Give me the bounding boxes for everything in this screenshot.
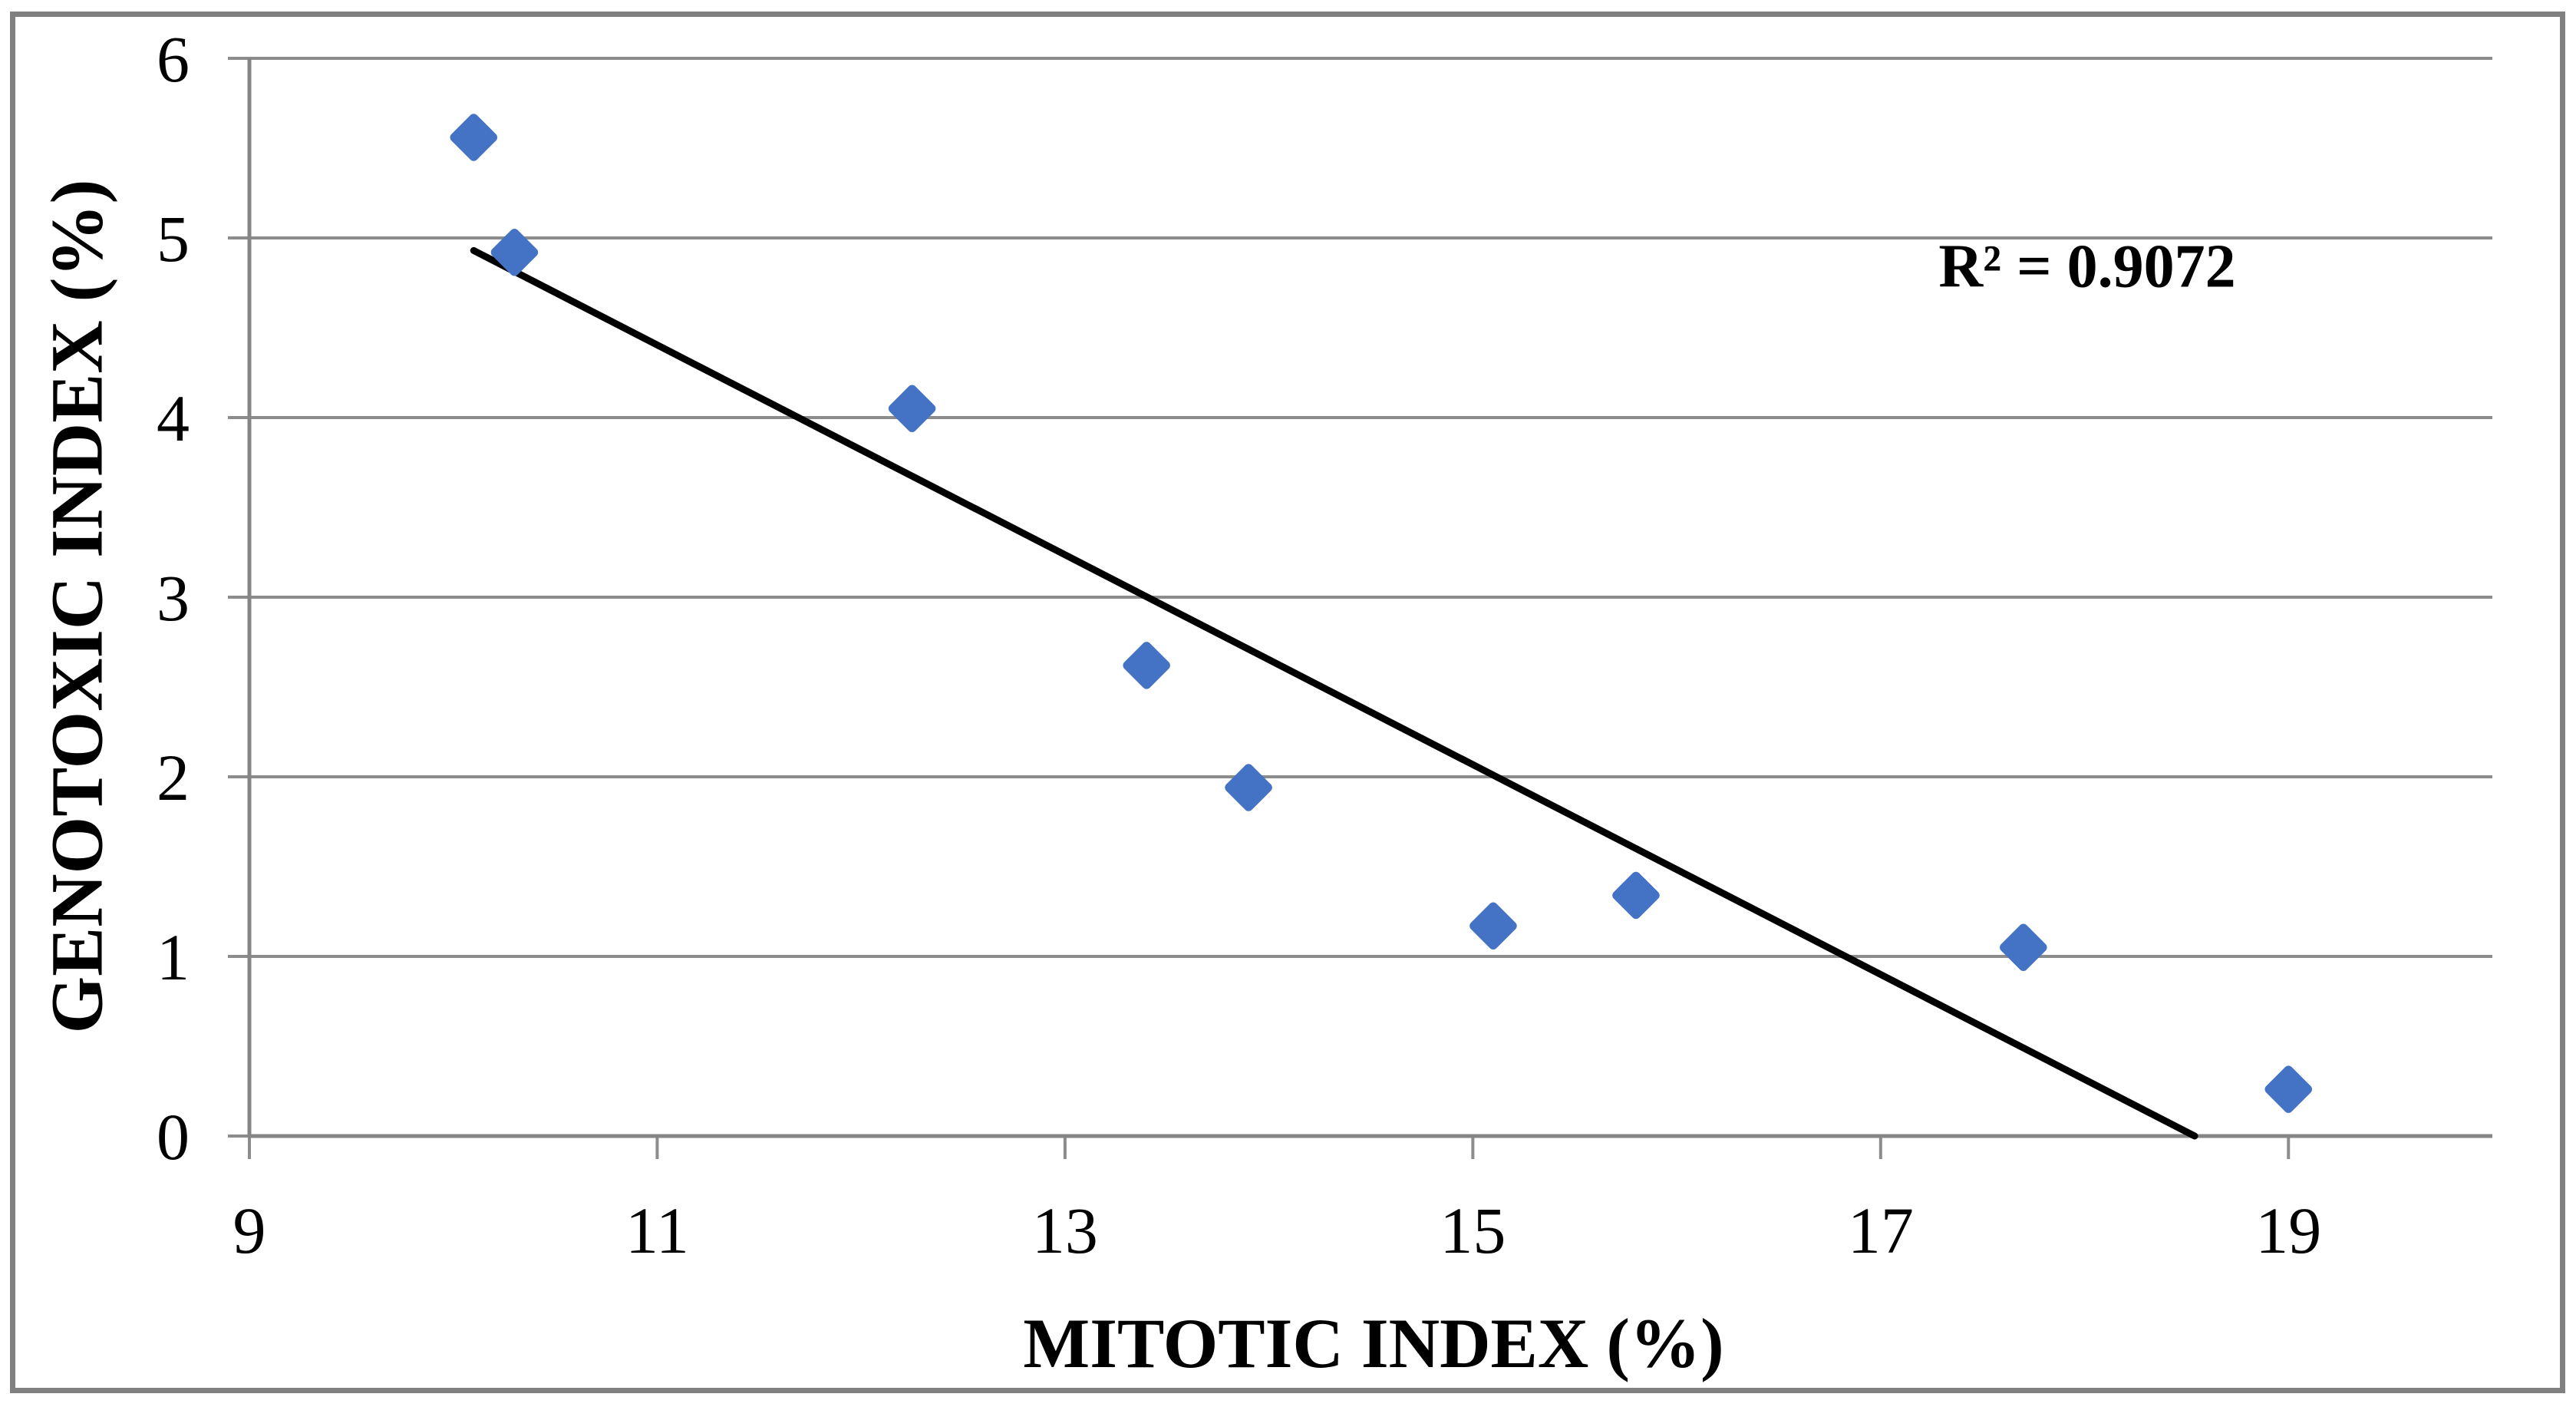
y-tick-label: 1 xyxy=(157,920,190,994)
data-point-diamond xyxy=(1123,642,1170,689)
diamond-marker-shape xyxy=(2000,923,2047,972)
data-point-diamond xyxy=(1225,764,1272,811)
data-point-diamond xyxy=(450,114,498,161)
y-tick-label: 2 xyxy=(157,741,190,814)
trendline xyxy=(470,246,2198,1140)
y-tick-label: 4 xyxy=(157,381,190,455)
x-tick-label: 17 xyxy=(1848,1194,1914,1267)
y-axis-title: GENOTOXIC INDEX (%) xyxy=(35,179,118,1034)
diamond-marker-shape xyxy=(1612,871,1660,920)
y-tick-label: 3 xyxy=(157,561,190,635)
y-tick-label: 0 xyxy=(157,1100,190,1174)
diamond-marker-shape xyxy=(1225,764,1272,811)
diamond-marker-shape xyxy=(1123,642,1170,689)
x-axis-title: MITOTIC INDEX (%) xyxy=(1023,1304,1724,1382)
diamond-marker-shape xyxy=(450,114,498,161)
x-tick-label: 13 xyxy=(1032,1194,1098,1267)
diamond-marker-shape xyxy=(490,228,539,276)
data-point-diamond xyxy=(1612,871,1660,920)
data-point-diamond xyxy=(888,385,936,433)
x-tick-label: 9 xyxy=(233,1194,266,1267)
data-point-diamond xyxy=(490,228,539,276)
data-point-diamond xyxy=(1469,902,1517,950)
chart-outer-border xyxy=(10,12,2565,1393)
r-squared-annotation: R² = 0.9072 xyxy=(1938,233,2236,301)
x-tick-label: 19 xyxy=(2255,1194,2321,1267)
y-tick-label: 5 xyxy=(157,202,190,276)
data-point-diamond xyxy=(2264,1065,2313,1113)
diamond-marker-shape xyxy=(2264,1065,2313,1113)
x-tick-label: 15 xyxy=(1440,1194,1506,1267)
x-tick-label: 11 xyxy=(625,1194,689,1267)
y-tick-label: 6 xyxy=(157,22,190,96)
diamond-marker-shape xyxy=(1469,902,1517,950)
data-point-diamond xyxy=(2000,923,2047,972)
diamond-marker-shape xyxy=(888,385,936,433)
